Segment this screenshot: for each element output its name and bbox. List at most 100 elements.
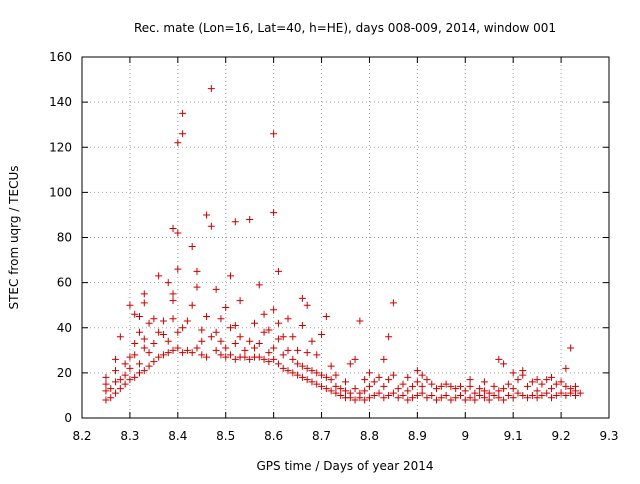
data-point xyxy=(279,333,287,341)
data-point xyxy=(140,290,148,298)
data-point xyxy=(413,367,421,375)
data-point xyxy=(289,369,297,377)
data-point xyxy=(313,351,321,359)
data-point xyxy=(279,351,287,359)
data-point xyxy=(509,385,517,393)
data-point xyxy=(476,391,484,399)
data-point xyxy=(155,353,163,361)
data-point xyxy=(188,301,196,309)
data-point xyxy=(461,387,469,395)
data-point xyxy=(327,362,335,370)
data-point xyxy=(318,382,326,390)
data-point xyxy=(356,389,364,397)
data-point xyxy=(212,346,220,354)
data-point xyxy=(222,303,230,311)
data-point xyxy=(332,389,340,397)
data-point xyxy=(140,367,148,375)
data-point xyxy=(447,382,455,390)
axis-ticks xyxy=(81,56,610,419)
data-point xyxy=(346,389,354,397)
data-point xyxy=(418,389,426,397)
data-point xyxy=(480,394,488,402)
data-point xyxy=(246,355,254,363)
data-point xyxy=(265,349,273,357)
data-point xyxy=(179,324,187,332)
data-point xyxy=(552,380,560,388)
data-point xyxy=(385,333,393,341)
data-point xyxy=(303,349,311,357)
data-point xyxy=(131,351,139,359)
data-point xyxy=(471,396,479,404)
y-tick-label: 100 xyxy=(49,185,72,199)
data-point xyxy=(150,315,158,323)
data-point xyxy=(509,394,517,402)
data-point xyxy=(174,229,182,237)
y-tick-label: 60 xyxy=(57,276,72,290)
data-point xyxy=(452,394,460,402)
data-point xyxy=(461,396,469,404)
data-point xyxy=(121,380,129,388)
data-point xyxy=(169,290,177,298)
x-tick-label: 8.3 xyxy=(120,429,139,443)
data-point xyxy=(303,364,311,372)
data-point xyxy=(365,382,373,390)
data-point xyxy=(135,328,143,336)
data-point xyxy=(399,391,407,399)
data-point xyxy=(485,396,493,404)
data-point xyxy=(413,391,421,399)
data-point xyxy=(361,387,369,395)
data-point xyxy=(289,355,297,363)
data-point xyxy=(562,391,570,399)
data-point xyxy=(255,281,263,289)
data-point xyxy=(471,389,479,397)
data-point xyxy=(217,351,225,359)
data-point xyxy=(538,380,546,388)
data-point xyxy=(519,391,527,399)
data-point xyxy=(504,380,512,388)
data-point xyxy=(394,394,402,402)
data-point xyxy=(203,312,211,320)
data-point xyxy=(121,360,129,368)
data-point xyxy=(236,333,244,341)
data-point xyxy=(500,396,508,404)
data-point xyxy=(260,310,268,318)
data-point xyxy=(380,382,388,390)
data-point xyxy=(116,333,124,341)
y-tick-label: 0 xyxy=(64,411,72,425)
data-point xyxy=(342,378,349,386)
data-point xyxy=(174,139,182,147)
data-point xyxy=(303,301,311,309)
data-point xyxy=(179,109,187,117)
data-point xyxy=(116,376,124,384)
data-point xyxy=(337,385,345,393)
data-point xyxy=(433,396,441,404)
data-point xyxy=(164,279,172,287)
data-point xyxy=(394,385,402,393)
data-point xyxy=(102,373,110,381)
data-point xyxy=(294,346,302,354)
data-point xyxy=(126,353,134,361)
data-point xyxy=(557,389,565,397)
data-point xyxy=(265,358,273,366)
data-point xyxy=(466,376,474,384)
data-point xyxy=(389,389,397,397)
data-point xyxy=(274,335,282,343)
data-point xyxy=(217,315,225,323)
data-point xyxy=(188,243,196,251)
data-point xyxy=(231,340,239,348)
x-tick-label: 8.5 xyxy=(216,429,235,443)
data-point xyxy=(193,344,201,352)
data-point xyxy=(370,378,378,386)
data-point xyxy=(332,371,340,379)
data-point xyxy=(102,380,110,388)
data-point xyxy=(131,373,139,381)
data-point xyxy=(169,346,177,354)
data-point xyxy=(456,382,464,390)
data-point xyxy=(365,394,373,402)
data-point xyxy=(131,340,139,348)
data-point xyxy=(107,394,115,402)
data-point xyxy=(188,349,196,357)
data-point xyxy=(370,391,378,399)
x-tick-label: 8.4 xyxy=(168,429,187,443)
data-point xyxy=(222,353,230,361)
